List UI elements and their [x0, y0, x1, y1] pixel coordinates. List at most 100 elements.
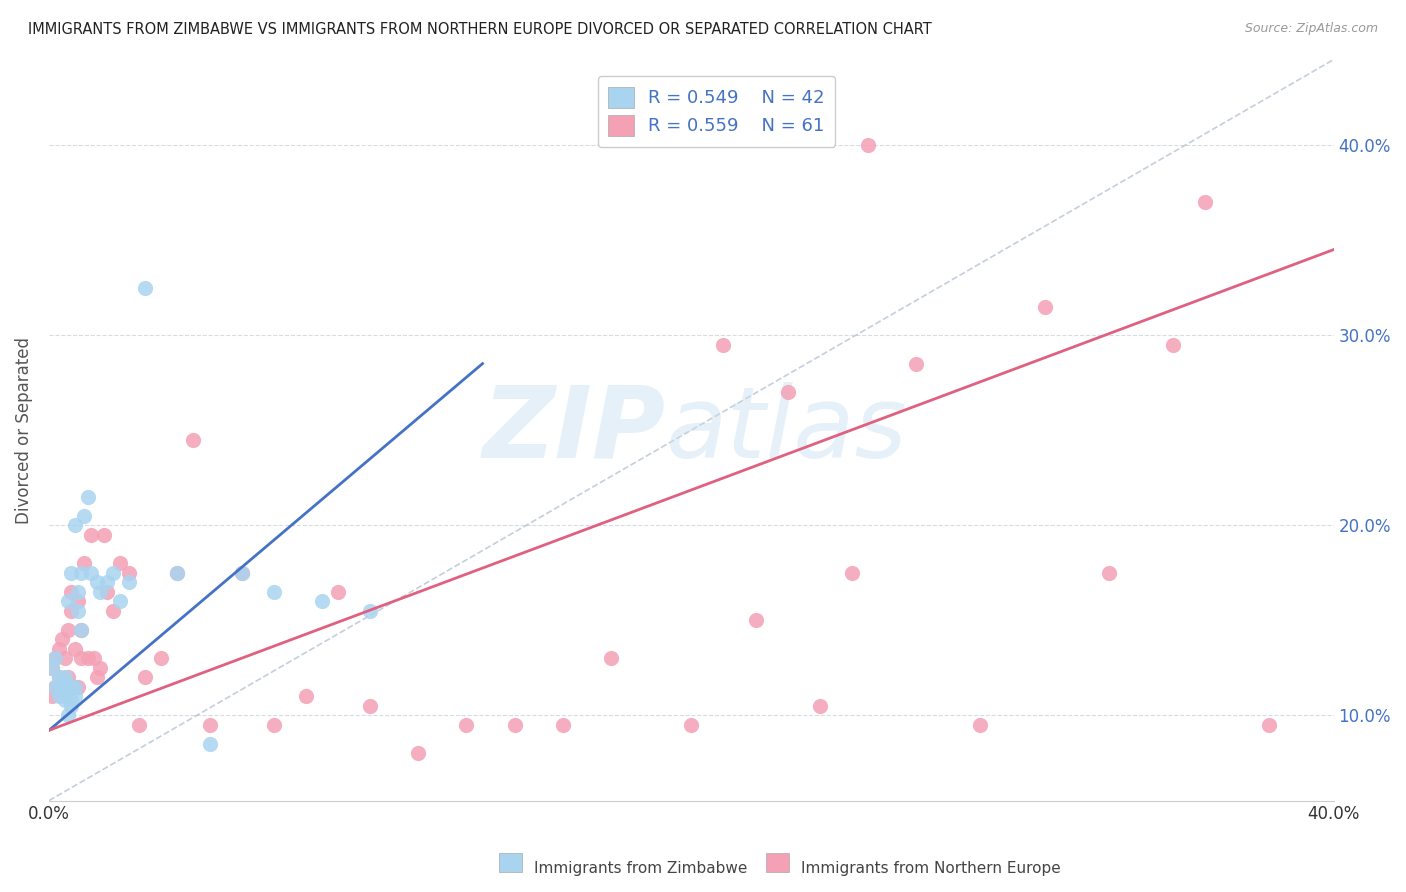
Text: Immigrants from Northern Europe: Immigrants from Northern Europe [801, 861, 1062, 876]
Point [66, 680, 89, 694]
Point [63, 641, 86, 656]
Point [263, 717, 285, 731]
Text: Immigrants from Zimbabwe: Immigrants from Zimbabwe [534, 861, 748, 876]
Point [41, 660, 63, 674]
Point [128, 717, 150, 731]
Point [86, 575, 108, 590]
Point [48, 670, 70, 684]
Point [1194, 195, 1216, 210]
Point [53, 693, 76, 707]
Point [713, 337, 735, 351]
Point [48, 689, 70, 703]
Point [108, 594, 131, 608]
Point [551, 717, 574, 731]
Bar [499, 853, 522, 872]
Legend: R = 0.549    N = 42, R = 0.559    N = 61: R = 0.549 N = 42, R = 0.559 N = 61 [598, 76, 835, 146]
Point [51, 680, 73, 694]
Point [63, 518, 86, 533]
Point [44, 680, 66, 694]
Point [108, 556, 131, 570]
Point [58, 594, 80, 608]
Point [60, 693, 83, 707]
Point [118, 575, 141, 590]
Point [600, 651, 623, 665]
Point [76, 651, 98, 665]
Point [198, 737, 221, 751]
Point [53, 651, 76, 665]
Point [51, 680, 73, 694]
Point [93, 527, 115, 541]
Point [744, 613, 766, 627]
Point [83, 651, 105, 665]
Point [48, 670, 70, 684]
Point [70, 651, 93, 665]
Point [96, 584, 118, 599]
Point [53, 685, 76, 699]
Point [70, 623, 93, 637]
Point [1258, 717, 1281, 731]
Point [66, 594, 89, 608]
Point [44, 651, 66, 665]
Point [60, 566, 83, 580]
Text: Source: ZipAtlas.com: Source: ZipAtlas.com [1244, 22, 1378, 36]
Point [969, 717, 991, 731]
Point [60, 584, 83, 599]
Point [134, 280, 156, 294]
Point [166, 566, 188, 580]
Point [58, 623, 80, 637]
Point [408, 746, 430, 760]
Point [41, 689, 63, 703]
Point [856, 138, 879, 153]
Point [198, 717, 221, 731]
Point [58, 670, 80, 684]
Point [263, 584, 285, 599]
Point [1161, 337, 1184, 351]
Point [73, 556, 96, 570]
Point [63, 680, 86, 694]
Point [44, 680, 66, 694]
Point [63, 689, 86, 703]
Point [89, 584, 111, 599]
Point [89, 660, 111, 674]
Point [58, 680, 80, 694]
Point [311, 594, 333, 608]
Point [51, 685, 73, 699]
Point [841, 566, 863, 580]
Point [48, 641, 70, 656]
Point [60, 698, 83, 713]
Point [66, 584, 89, 599]
Text: atlas: atlas [665, 382, 907, 479]
Y-axis label: Divorced or Separated: Divorced or Separated [15, 336, 32, 524]
Point [503, 717, 526, 731]
Point [80, 566, 103, 580]
Point [231, 566, 253, 580]
Point [776, 385, 799, 400]
Point [1098, 566, 1121, 580]
Point [905, 357, 928, 371]
Point [51, 632, 73, 646]
Point [103, 566, 125, 580]
Point [183, 433, 205, 447]
Point [60, 680, 83, 694]
Point [60, 604, 83, 618]
Point [118, 566, 141, 580]
Point [41, 660, 63, 674]
Text: IMMIGRANTS FROM ZIMBABWE VS IMMIGRANTS FROM NORTHERN EUROPE DIVORCED OR SEPARATE: IMMIGRANTS FROM ZIMBABWE VS IMMIGRANTS F… [28, 22, 932, 37]
Point [63, 680, 86, 694]
Text: ZIP: ZIP [482, 382, 665, 479]
Point [58, 689, 80, 703]
Point [44, 651, 66, 665]
Point [808, 698, 831, 713]
Point [86, 670, 108, 684]
Point [73, 508, 96, 523]
Point [58, 708, 80, 723]
Bar [766, 853, 789, 872]
Point [53, 670, 76, 684]
Point [326, 584, 349, 599]
Point [134, 670, 156, 684]
Point [456, 717, 478, 731]
Point [96, 575, 118, 590]
Point [53, 689, 76, 703]
Point [1033, 300, 1056, 314]
Point [70, 566, 93, 580]
